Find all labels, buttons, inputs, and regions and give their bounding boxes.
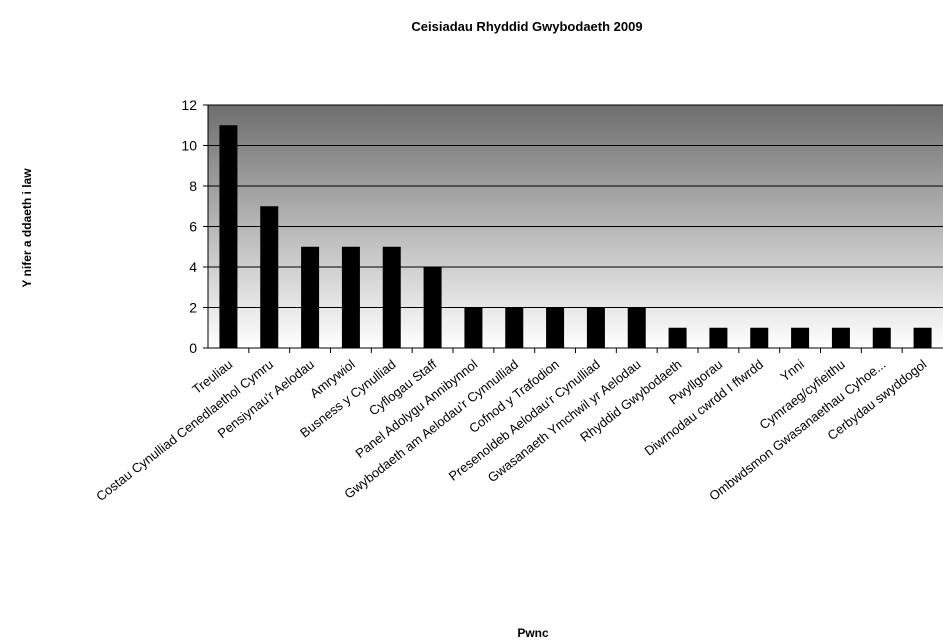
- bar: [831, 327, 850, 348]
- y-tick-label: 8: [189, 178, 197, 194]
- bar: [546, 307, 565, 348]
- bar: [668, 327, 687, 348]
- bar: [341, 246, 360, 348]
- y-tick-label: 6: [189, 219, 197, 235]
- bar: [586, 307, 605, 348]
- bar: [791, 327, 810, 348]
- chart-title: Ceisiadau Rhyddid Gwybodaeth 2009: [411, 19, 642, 34]
- x-tick-label: Ynni: [777, 356, 807, 384]
- y-tick-label: 0: [189, 340, 197, 356]
- y-tick-label: 2: [189, 300, 197, 316]
- x-tick-label: Costau Cynulliad Cenedlaethol Cymru: [93, 357, 276, 505]
- bar: [219, 125, 238, 348]
- y-tick-label: 12: [181, 97, 197, 113]
- bar: [627, 307, 646, 348]
- bar: [464, 307, 483, 348]
- y-tick-labels: 0 2 4 6 8 10 12: [181, 97, 197, 356]
- bars: [219, 125, 932, 348]
- bar: [260, 206, 279, 348]
- bar: [913, 327, 932, 348]
- bar: [709, 327, 728, 348]
- bar: [872, 327, 891, 348]
- bar: [382, 246, 401, 348]
- x-axis-title: Pwnc: [517, 626, 549, 640]
- bar: [301, 246, 320, 348]
- y-tick-label: 4: [189, 259, 197, 275]
- y-axis-title: Y nifer a ddaeth i law: [20, 168, 34, 288]
- bar: [423, 267, 442, 348]
- bar: [505, 307, 524, 348]
- gridlines: [208, 104, 943, 308]
- axes: [203, 104, 943, 353]
- bar: [750, 327, 769, 348]
- y-tick-label: 10: [181, 138, 197, 154]
